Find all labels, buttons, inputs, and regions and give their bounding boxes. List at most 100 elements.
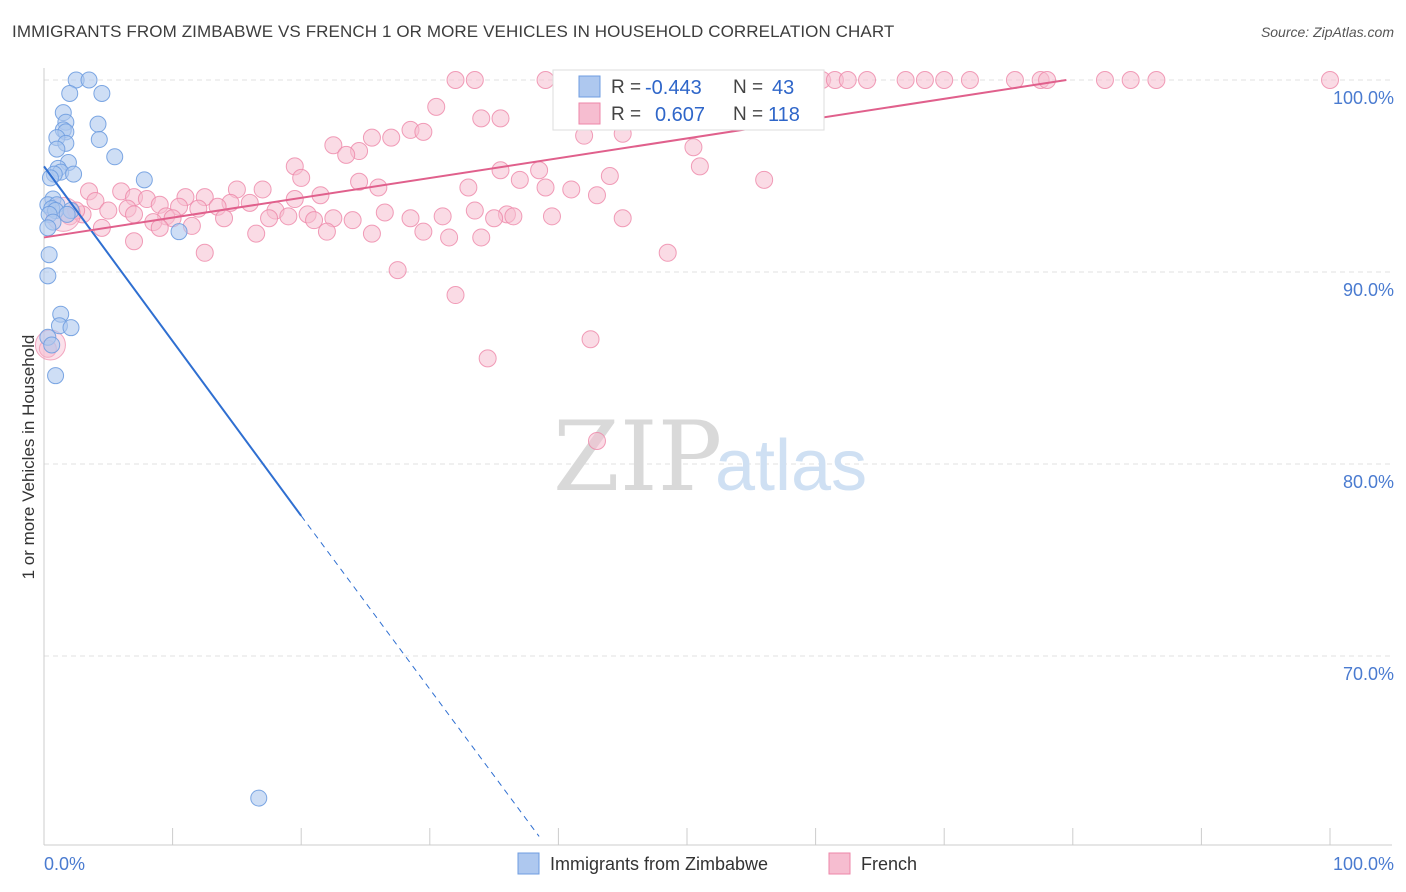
french-point (279, 207, 298, 226)
french-point (465, 71, 484, 89)
french-point (215, 209, 234, 228)
french-point (1147, 71, 1166, 89)
watermark-zip: ZIP (553, 401, 722, 513)
french-point (896, 71, 915, 89)
french-point (1121, 71, 1140, 89)
french-point (362, 224, 381, 243)
y-tick-label-1: 90.0% (1343, 280, 1394, 300)
zimbabwe-points (39, 71, 268, 807)
legend-n-value-zimbabwe: 43 (772, 77, 794, 99)
bottom-legend-swatch-french (828, 852, 851, 875)
grid-lines (44, 79, 1392, 657)
french-point (530, 161, 549, 180)
y-axis-label: 1 or more Vehicles in Household (19, 335, 38, 580)
legend-swatch-french (578, 102, 601, 125)
french-point (125, 232, 144, 251)
zimbabwe-point (80, 71, 98, 89)
french-point (292, 168, 311, 187)
french-point (587, 431, 606, 450)
zimbabwe-point (48, 140, 66, 158)
bottom-legend-swatch-zimbabwe (517, 852, 540, 875)
zimbabwe-trend-extension (300, 515, 540, 837)
french-point (382, 128, 401, 147)
french-points (34, 71, 1339, 450)
zimbabwe-point (47, 367, 65, 385)
y-tick-label-3: 70.0% (1343, 664, 1394, 684)
french-point (915, 71, 934, 89)
french-point (99, 201, 118, 220)
legend-n-label-2: N = (733, 104, 763, 125)
french-point (446, 71, 465, 89)
french-point (485, 209, 504, 228)
zimbabwe-point (40, 246, 58, 264)
french-point (690, 157, 709, 176)
zimbabwe-point (43, 336, 61, 354)
french-point (337, 145, 356, 164)
french-point (581, 330, 600, 349)
zimbabwe-point (106, 148, 124, 166)
french-point (324, 136, 343, 155)
french-point (465, 201, 484, 220)
trend-lines (43, 79, 1067, 837)
french-point (562, 180, 581, 199)
x-tick-label-0: 0.0% (44, 854, 85, 874)
french-point (858, 71, 877, 89)
french-point (472, 228, 491, 247)
french-point (427, 97, 446, 116)
french-point (491, 161, 510, 180)
french-point (1038, 71, 1057, 89)
french-point (440, 228, 459, 247)
zimbabwe-point (250, 789, 268, 807)
french-point (755, 170, 774, 189)
zimbabwe-point (62, 319, 80, 337)
french-point (960, 71, 979, 89)
french-point (587, 186, 606, 205)
french-point (935, 71, 954, 89)
french-point (247, 224, 266, 243)
watermark-atlas: atlas (715, 426, 867, 506)
y-tick-label-0: 100.0% (1333, 88, 1394, 108)
french-point (1095, 71, 1114, 89)
french-point (472, 109, 491, 128)
french-point (375, 203, 394, 222)
zimbabwe-trend-line (43, 165, 303, 517)
french-point (150, 218, 169, 237)
x-tick-label-1: 100.0% (1333, 854, 1394, 874)
french-point (510, 170, 529, 189)
french-trend-line (43, 79, 1067, 239)
y-tick-labels: 100.0% 90.0% 80.0% 70.0% (1333, 88, 1394, 684)
french-point (414, 222, 433, 241)
french-point (350, 172, 369, 191)
french-point (195, 243, 214, 262)
french-point (401, 209, 420, 228)
zimbabwe-point (39, 267, 57, 285)
legend-swatch-zimbabwe (578, 75, 601, 98)
chart-title: IMMIGRANTS FROM ZIMBABWE VS FRENCH 1 OR … (12, 22, 895, 41)
bottom-legend-zimbabwe: Immigrants from Zimbabwe (550, 854, 768, 874)
watermark: ZIP atlas (553, 401, 867, 513)
french-point (536, 71, 555, 89)
zimbabwe-point (135, 171, 153, 189)
y-tick-label-2: 80.0% (1343, 472, 1394, 492)
zimbabwe-point (170, 223, 188, 241)
zimbabwe-point (93, 84, 111, 102)
french-point (542, 207, 561, 226)
french-point (433, 207, 452, 226)
legend-r-label-2: R = (611, 104, 641, 125)
french-point (343, 211, 362, 230)
french-point (459, 178, 478, 197)
french-point (658, 243, 677, 262)
legend-r-value-french: 0.607 (655, 104, 705, 126)
zimbabwe-point (90, 131, 108, 149)
source-label: Source: ZipAtlas.com (1260, 24, 1394, 40)
french-point (684, 138, 703, 157)
french-point (1005, 71, 1024, 89)
french-point (491, 109, 510, 128)
zimbabwe-point (89, 115, 107, 133)
french-point (613, 209, 632, 228)
zimbabwe-point (39, 219, 57, 237)
french-point (600, 167, 619, 185)
french-point (504, 207, 523, 226)
zimbabwe-point (58, 205, 76, 223)
french-point (388, 261, 407, 280)
